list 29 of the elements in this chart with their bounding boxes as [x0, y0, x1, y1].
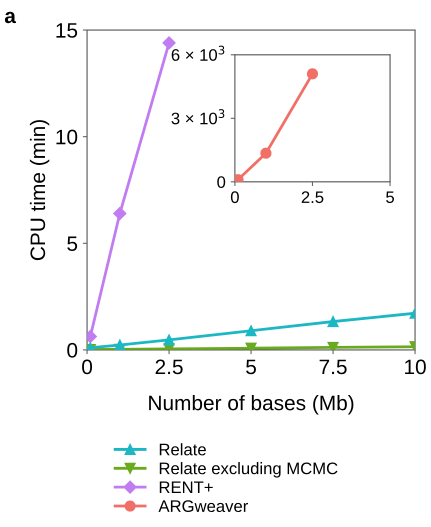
y-tick-label: 3 × 10$^{3}$ — [172, 109, 224, 124]
legend-label: ARGweaver — [158, 500, 248, 512]
point — [260, 148, 272, 159]
y-tick-label: 0 — [67, 342, 78, 358]
point — [114, 339, 126, 350]
point — [246, 325, 257, 336]
legend-label: Relate — [160, 443, 206, 456]
text: a — [4, 12, 16, 24]
y-tick-label: 6 × 10$^{3}$ — [172, 46, 224, 61]
point — [162, 36, 176, 50]
x-tick-label: 0 — [230, 191, 239, 204]
y-tick-label: 0 — [217, 176, 226, 188]
x-tick-label: 0 — [82, 360, 92, 374]
point — [113, 206, 126, 220]
point — [306, 68, 318, 80]
x-tick-label: 7.5 — [320, 360, 347, 374]
y-tick-label: 5 — [67, 236, 78, 252]
x-axis-title: Number of bases (Mb) — [149, 395, 354, 414]
y-tick-label: 15 — [56, 23, 78, 38]
x-tick-label: 10 — [405, 360, 426, 374]
x-tick-label: 2.5 — [302, 191, 324, 204]
x-tick-label: 5 — [386, 191, 394, 204]
y-axis-title: CPU time (min) — [30, 120, 50, 260]
legend-label: Relate excluding MCMC — [160, 462, 338, 478]
y-tick-label: 10 — [56, 130, 78, 144]
point — [164, 334, 175, 346]
x-tick-label: 2.5 — [156, 360, 183, 374]
x-tick-label: 5 — [246, 360, 256, 374]
legend-label: RENT+ — [160, 482, 213, 494]
